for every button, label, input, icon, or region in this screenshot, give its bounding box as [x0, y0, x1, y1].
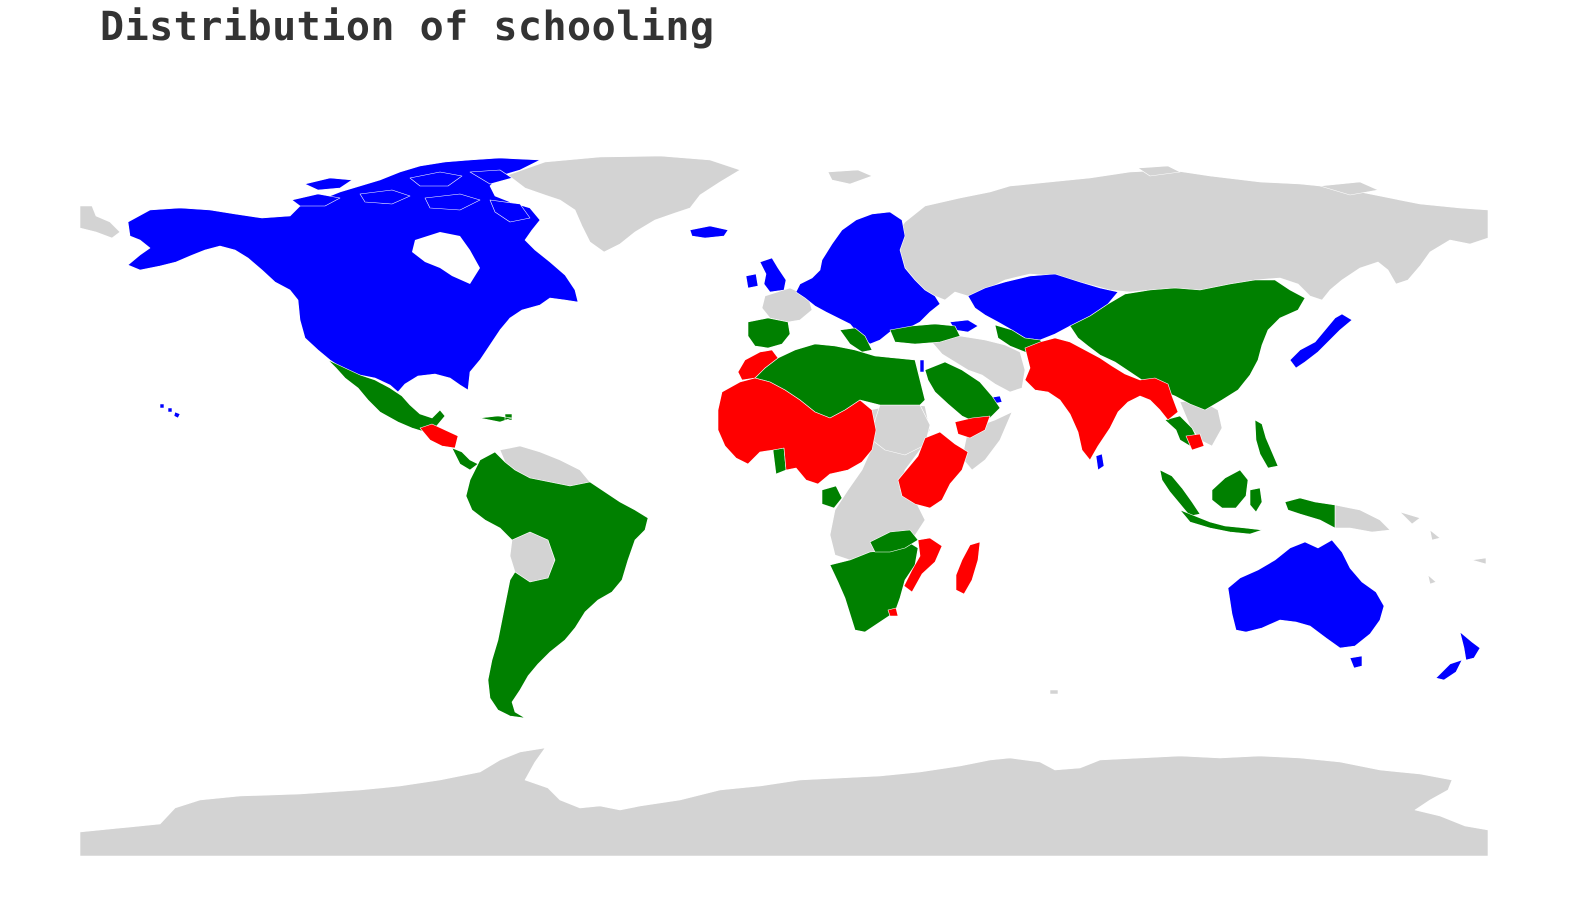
hawaii — [159, 403, 181, 419]
borneo — [1211, 469, 1249, 509]
central-america-south — [451, 447, 479, 471]
madagascar — [955, 541, 981, 595]
alaska-west-edge — [79, 205, 121, 239]
morocco — [737, 349, 779, 381]
middle-east-gray — [929, 335, 1026, 393]
malay-peninsula — [1159, 469, 1201, 517]
china-mongolia — [1069, 279, 1306, 411]
cambodia — [1185, 433, 1205, 451]
lesotho-swaziland — [887, 607, 899, 617]
gabon — [821, 485, 843, 509]
iceland — [689, 225, 729, 239]
pacific-islands — [1399, 511, 1487, 585]
japan — [1289, 313, 1353, 369]
antarctica — [79, 747, 1489, 857]
caribbean-green — [479, 413, 513, 423]
israel — [919, 359, 925, 373]
west-africa-red — [717, 377, 877, 485]
zambia-zimbabwe — [869, 529, 919, 553]
uk-ireland — [745, 257, 787, 293]
red-regions — [419, 337, 1205, 617]
russia — [897, 169, 1489, 301]
mozambique — [903, 537, 943, 593]
sumatra-java — [1179, 509, 1263, 535]
iberia — [747, 317, 791, 349]
turkey — [889, 323, 961, 345]
mexico — [327, 359, 446, 433]
new-zealand — [1435, 631, 1481, 681]
south-asia-red — [1024, 337, 1179, 461]
yemen — [954, 415, 991, 439]
hudson-bay — [412, 232, 480, 284]
western-europe-gray — [761, 287, 813, 323]
papua-new-guinea — [1334, 504, 1391, 533]
arabia — [924, 361, 1001, 423]
philippines — [1254, 419, 1279, 469]
central-america-red — [419, 423, 459, 449]
east-africa-red — [897, 431, 969, 509]
balkans-green — [839, 327, 873, 353]
arctic-islands — [291, 169, 531, 223]
russia-far-east-islands — [827, 165, 1379, 196]
blue-regions — [127, 157, 1481, 681]
sri-lanka — [1095, 453, 1105, 471]
antarctic-islands — [1049, 689, 1059, 695]
north-america-blue — [127, 157, 579, 393]
greenland — [507, 155, 741, 253]
europe-blue — [795, 211, 941, 345]
map-title: Distribution of schooling — [100, 4, 715, 50]
tasmania — [1349, 655, 1363, 669]
ghana — [772, 447, 787, 475]
no-data-regions — [79, 155, 1489, 857]
south-america — [465, 451, 649, 719]
australia — [1227, 539, 1385, 649]
sulawesi-papua — [1249, 487, 1336, 529]
